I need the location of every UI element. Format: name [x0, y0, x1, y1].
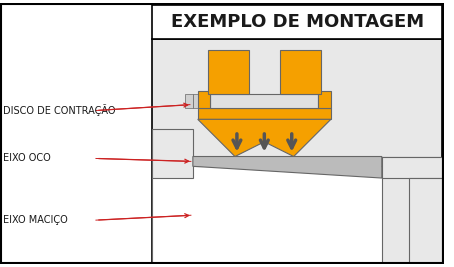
- Bar: [152, 39, 443, 264]
- Polygon shape: [193, 156, 443, 166]
- Bar: [0, 3, 154, 264]
- Bar: [152, 161, 382, 264]
- Bar: [201, 94, 208, 108]
- Bar: [198, 108, 331, 119]
- Bar: [193, 94, 201, 108]
- Bar: [152, 129, 193, 178]
- Bar: [211, 94, 318, 108]
- Bar: [185, 94, 193, 108]
- Text: EIXO MACIÇO: EIXO MACIÇO: [3, 215, 68, 225]
- Text: EIXO OCO: EIXO OCO: [3, 154, 51, 163]
- Bar: [409, 178, 443, 264]
- Polygon shape: [193, 156, 382, 178]
- Bar: [382, 156, 443, 178]
- Polygon shape: [198, 119, 331, 156]
- Text: EXEMPLO DE MONTAGEM: EXEMPLO DE MONTAGEM: [171, 13, 424, 31]
- Text: DISCO DE CONTRAÇÃO: DISCO DE CONTRAÇÃO: [3, 105, 115, 116]
- Bar: [318, 91, 331, 108]
- Bar: [198, 91, 211, 108]
- Bar: [152, 5, 443, 39]
- Bar: [280, 50, 321, 94]
- Bar: [207, 50, 249, 94]
